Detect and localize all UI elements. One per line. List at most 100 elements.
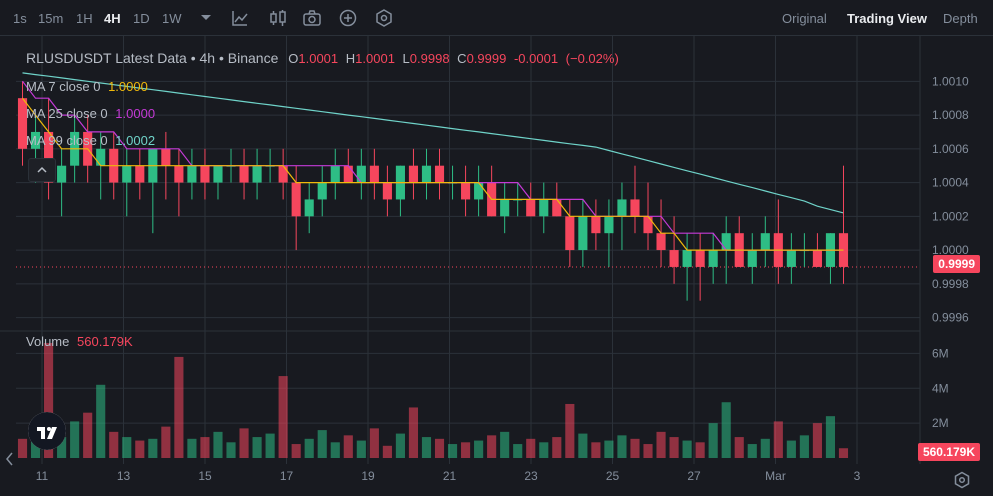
low-value: 0.9998 <box>409 51 450 66</box>
volume-bar <box>461 442 471 458</box>
candle <box>604 199 614 267</box>
volume-bar <box>591 442 601 458</box>
chevron-down-icon[interactable] <box>196 8 216 28</box>
candle-body <box>695 250 705 267</box>
volume-tick-label: 2M <box>932 416 949 430</box>
candle <box>591 199 601 251</box>
candle-body <box>708 250 718 267</box>
volume-bar <box>330 442 340 458</box>
candle <box>695 233 705 301</box>
chevron-left-icon <box>6 452 13 466</box>
volume-value: 560.179K <box>77 334 133 349</box>
volume-bars <box>17 342 849 458</box>
volume-bar <box>617 435 627 458</box>
candle-body <box>760 233 770 251</box>
chart-settings-button[interactable] <box>953 471 971 489</box>
volume-legend: Volume 560.179K <box>26 334 133 349</box>
candle-body <box>200 165 210 183</box>
volume-bar <box>44 342 54 458</box>
timeframe-1d[interactable]: 1D <box>133 11 150 26</box>
scroll-left-button[interactable] <box>4 450 14 468</box>
close-value: 0.9999 <box>466 51 507 66</box>
time-tick-label: 19 <box>361 469 375 483</box>
volume-bar <box>812 423 822 458</box>
time-tick-label: 15 <box>198 469 212 483</box>
volume-bar <box>786 440 796 458</box>
symbol-title: RLUSDUSDT Latest Data <box>26 50 187 66</box>
candle-body <box>643 216 653 234</box>
candle-type-icon[interactable] <box>268 8 288 28</box>
candle <box>539 182 549 234</box>
candle-body <box>721 233 731 251</box>
candle-body <box>682 250 692 267</box>
ma99-line <box>22 72 844 214</box>
volume-bar <box>187 438 197 458</box>
candle-body <box>343 165 353 183</box>
price-axis: 1.0010 1.0008 1.0006 1.0004 1.0002 1.0000 0.99… <box>36 74 969 483</box>
volume-bar <box>70 421 80 458</box>
candle <box>487 165 497 217</box>
current-price-tag: 0.9999 <box>933 255 980 273</box>
indicators-icon[interactable] <box>230 8 250 28</box>
price-tick-label: 1.0002 <box>932 209 969 223</box>
add-icon[interactable] <box>338 8 358 28</box>
volume-bar <box>434 438 445 458</box>
volume-bar <box>552 437 562 458</box>
candle <box>317 165 327 217</box>
volume-bar <box>148 438 158 458</box>
volume-bar <box>734 437 744 458</box>
tradingview-logo[interactable] <box>28 412 66 450</box>
candle <box>578 199 588 267</box>
candle-body <box>434 165 445 183</box>
price-tick-label: 1.0004 <box>932 176 969 190</box>
camera-icon[interactable] <box>302 8 322 28</box>
volume-bar <box>200 437 210 458</box>
candle <box>395 165 405 217</box>
view-trading-view[interactable]: Trading View <box>847 11 927 26</box>
candle <box>239 148 249 200</box>
candle <box>200 148 210 200</box>
timeframe-15m[interactable]: 15m <box>38 11 64 26</box>
volume-bar <box>565 403 575 458</box>
timeframe-1w[interactable]: 1W <box>162 11 182 26</box>
candle <box>135 148 145 200</box>
candle-body <box>317 182 327 200</box>
candle <box>252 148 262 200</box>
candle <box>17 81 28 166</box>
candle-body <box>578 216 588 251</box>
view-original[interactable]: Original <box>782 11 827 26</box>
volume-bar <box>304 438 314 458</box>
candle-body <box>135 165 145 183</box>
candle <box>747 233 757 284</box>
volume-bar <box>161 426 171 458</box>
candle-body <box>44 131 54 183</box>
gear-icon <box>954 471 970 489</box>
candle <box>330 148 340 200</box>
candle <box>57 148 67 217</box>
candle-body <box>213 165 223 183</box>
volume-bar <box>135 440 145 458</box>
settings-icon[interactable] <box>374 8 394 28</box>
volume-bar <box>682 440 692 458</box>
candle <box>565 199 575 267</box>
time-tick-label: 17 <box>280 469 294 483</box>
volume-bar <box>421 437 432 458</box>
price-chart[interactable]: 1.00101.00081.00061.00041.00021.00000.99… <box>0 36 993 496</box>
timeframe-4h[interactable]: 4H <box>104 11 121 26</box>
view-depth[interactable]: Depth <box>943 11 978 26</box>
price-tick-label: 1.0000 <box>932 243 969 257</box>
timeframe-1h[interactable]: 1H <box>76 11 93 26</box>
candle <box>148 148 158 234</box>
candle-body <box>591 216 601 234</box>
ma25-value: 1.0000 <box>115 106 156 121</box>
collapse-legend-button[interactable] <box>28 158 56 182</box>
volume-bar <box>213 431 223 458</box>
volume-bar <box>604 440 614 458</box>
volume-bar <box>356 440 366 458</box>
volume-bar <box>382 445 392 458</box>
candle-body <box>278 165 288 183</box>
time-tick-label: 3 <box>854 469 861 483</box>
timeframe-1s[interactable]: 1s <box>13 11 27 26</box>
candle <box>213 165 223 200</box>
volume-bar <box>474 440 484 458</box>
